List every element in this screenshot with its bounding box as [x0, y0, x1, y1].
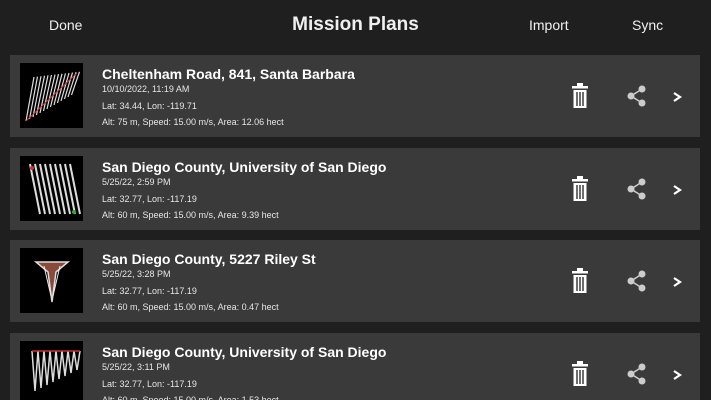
open-button-graphic: [673, 369, 682, 380]
mission-stats: Alt: 60 m, Speed: 15.00 m/s, Area: 1.53 …: [102, 394, 279, 400]
share-button[interactable]: [626, 85, 648, 112]
mission-location: Lat: 32.77, Lon: -117.19: [102, 378, 197, 389]
mission-stats: Alt: 60 m, Speed: 15.00 m/s, Area: 0.47 …: [102, 302, 279, 312]
mission-date: 10/10/2022, 11:19 AM: [102, 84, 190, 94]
delete-button-graphic: [572, 268, 588, 293]
thumbnail-path: [33, 261, 71, 303]
mission-row[interactable]: San Diego County, University of San Dieg…: [10, 147, 700, 230]
mission-thumbnail: [20, 155, 83, 221]
open-button-graphic: [673, 277, 682, 287]
open-button[interactable]: [672, 183, 682, 201]
open-button-graphic: [673, 92, 682, 102]
delete-button[interactable]: [570, 360, 590, 393]
mission-stats: Alt: 75 m, Speed: 15.00 m/s, Area: 12.06…: [102, 117, 284, 127]
mission-location: Lat: 32.77, Lon: -117.19: [102, 286, 197, 296]
mission-title: San Diego County, 5227 Riley St: [102, 251, 316, 267]
mission-row[interactable]: San Diego County, University of San Dieg…: [10, 332, 700, 400]
import-button[interactable]: Import: [529, 17, 569, 33]
mission-stats: Alt: 60 m, Speed: 15.00 m/s, Area: 9.39 …: [102, 209, 279, 220]
open-button[interactable]: [672, 368, 682, 386]
thumbnail-path: [29, 163, 81, 214]
mission-date: 5/25/22, 2:59 PM: [102, 176, 171, 187]
share-button-graphic: [627, 178, 646, 199]
share-button[interactable]: [626, 363, 648, 390]
mission-thumbnail: [20, 340, 83, 400]
open-button[interactable]: [672, 275, 682, 293]
mission-title: Cheltenham Road, 841, Santa Barbara: [102, 66, 355, 82]
mission-row[interactable]: San Diego County, 5227 Riley St 5/25/22, …: [10, 240, 700, 322]
mission-location: Lat: 32.77, Lon: -117.19: [102, 193, 197, 204]
mission-title: San Diego County, University of San Dieg…: [102, 158, 387, 175]
share-button-graphic: [627, 85, 646, 107]
delete-button[interactable]: [570, 175, 590, 208]
page-title: Mission Plans: [292, 14, 419, 35]
delete-button-graphic: [572, 83, 588, 108]
share-button-graphic: [627, 270, 646, 292]
share-button-graphic: [627, 363, 646, 384]
delete-button[interactable]: [570, 267, 590, 300]
open-button[interactable]: [672, 90, 682, 108]
mission-thumbnail: [20, 63, 83, 128]
delete-button-graphic: [572, 360, 588, 386]
mission-row[interactable]: Cheltenham Road, 841, Santa Barbara 10/10…: [10, 55, 700, 137]
mission-date: 5/25/22, 3:28 PM: [102, 269, 171, 279]
thumbnail-path: [31, 349, 81, 391]
done-button[interactable]: Done: [49, 17, 83, 33]
share-button[interactable]: [626, 178, 648, 205]
mission-thumbnail: [20, 248, 83, 313]
thumbnail-path: [25, 71, 81, 122]
delete-button[interactable]: [570, 82, 590, 115]
share-button[interactable]: [626, 270, 648, 297]
mission-date: 5/25/22, 3:11 PM: [102, 361, 170, 372]
sync-button[interactable]: Sync: [632, 17, 664, 33]
delete-button-graphic: [572, 175, 588, 201]
mission-title: San Diego County, University of San Dieg…: [102, 343, 387, 360]
open-button-graphic: [673, 184, 682, 195]
mission-location: Lat: 34.44, Lon: -119.71: [102, 101, 197, 111]
